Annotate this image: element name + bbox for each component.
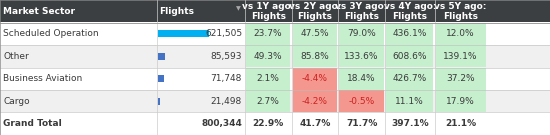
Text: 436.1%: 436.1% xyxy=(393,29,427,38)
Bar xyxy=(339,23,384,45)
Text: 2.7%: 2.7% xyxy=(257,97,279,106)
Text: 426.7%: 426.7% xyxy=(393,74,427,83)
Text: 85.8%: 85.8% xyxy=(300,52,329,61)
Text: 21,498: 21,498 xyxy=(211,97,242,106)
Text: ▼: ▼ xyxy=(236,6,240,11)
Text: -4.2%: -4.2% xyxy=(302,97,328,106)
Text: 49.3%: 49.3% xyxy=(254,52,283,61)
Text: Market Sector: Market Sector xyxy=(3,7,75,16)
Text: 139.1%: 139.1% xyxy=(443,52,478,61)
Bar xyxy=(339,45,384,67)
Text: 12.0%: 12.0% xyxy=(446,29,475,38)
Bar xyxy=(0,90,550,112)
Text: -4.4%: -4.4% xyxy=(302,74,328,83)
Text: -0.5%: -0.5% xyxy=(349,97,375,106)
Bar xyxy=(158,53,166,60)
Bar xyxy=(158,98,160,105)
Bar xyxy=(246,68,290,90)
Bar xyxy=(436,68,486,90)
Text: vs 1Y ago:
Flights: vs 1Y ago: Flights xyxy=(242,2,294,21)
Text: Cargo: Cargo xyxy=(3,97,30,106)
Text: 41.7%: 41.7% xyxy=(299,119,331,128)
Bar xyxy=(0,23,550,45)
Bar xyxy=(339,68,384,90)
Bar xyxy=(293,90,337,112)
Bar xyxy=(293,23,337,45)
Text: 37.2%: 37.2% xyxy=(446,74,475,83)
Bar xyxy=(386,90,433,112)
Bar xyxy=(0,112,550,135)
Text: 23.7%: 23.7% xyxy=(254,29,283,38)
Text: 608.6%: 608.6% xyxy=(393,52,427,61)
Text: 21.1%: 21.1% xyxy=(445,119,476,128)
Bar xyxy=(246,90,290,112)
Bar xyxy=(386,68,433,90)
Bar xyxy=(386,23,433,45)
Text: vs 5Y ago:
Flights: vs 5Y ago: Flights xyxy=(434,2,487,21)
Text: 71.7%: 71.7% xyxy=(346,119,377,128)
Text: 79.0%: 79.0% xyxy=(347,29,376,38)
Text: Flights: Flights xyxy=(159,7,194,16)
Text: 397.1%: 397.1% xyxy=(391,119,428,128)
Text: 85,593: 85,593 xyxy=(211,52,242,61)
Bar xyxy=(246,45,290,67)
Text: vs 2Y ago:
Flights: vs 2Y ago: Flights xyxy=(289,2,341,21)
Text: 11.1%: 11.1% xyxy=(395,97,424,106)
Text: 2.1%: 2.1% xyxy=(257,74,279,83)
Text: vs 4Y ago:
Flights: vs 4Y ago: Flights xyxy=(383,2,436,21)
Text: 800,344: 800,344 xyxy=(201,119,242,128)
Bar xyxy=(436,45,486,67)
Bar xyxy=(0,68,550,90)
Text: Scheduled Operation: Scheduled Operation xyxy=(3,29,99,38)
Bar xyxy=(293,68,337,90)
Bar xyxy=(158,75,164,82)
Text: 47.5%: 47.5% xyxy=(300,29,329,38)
Bar xyxy=(436,90,486,112)
Bar xyxy=(339,90,384,112)
Bar xyxy=(0,45,550,68)
Text: 18.4%: 18.4% xyxy=(347,74,376,83)
Text: vs 3Y ago:
Flights: vs 3Y ago: Flights xyxy=(336,2,388,21)
Text: Grand Total: Grand Total xyxy=(3,119,62,128)
Text: Business Aviation: Business Aviation xyxy=(3,74,82,83)
Text: 17.9%: 17.9% xyxy=(446,97,475,106)
Text: 71,748: 71,748 xyxy=(211,74,242,83)
Text: 621,505: 621,505 xyxy=(205,29,242,38)
Bar xyxy=(293,45,337,67)
Text: 133.6%: 133.6% xyxy=(344,52,379,61)
Text: 22.9%: 22.9% xyxy=(252,119,284,128)
Bar xyxy=(386,45,433,67)
Bar xyxy=(158,30,209,37)
Bar xyxy=(246,23,290,45)
Bar xyxy=(436,23,486,45)
Text: Other: Other xyxy=(3,52,29,61)
Bar xyxy=(0,0,550,23)
